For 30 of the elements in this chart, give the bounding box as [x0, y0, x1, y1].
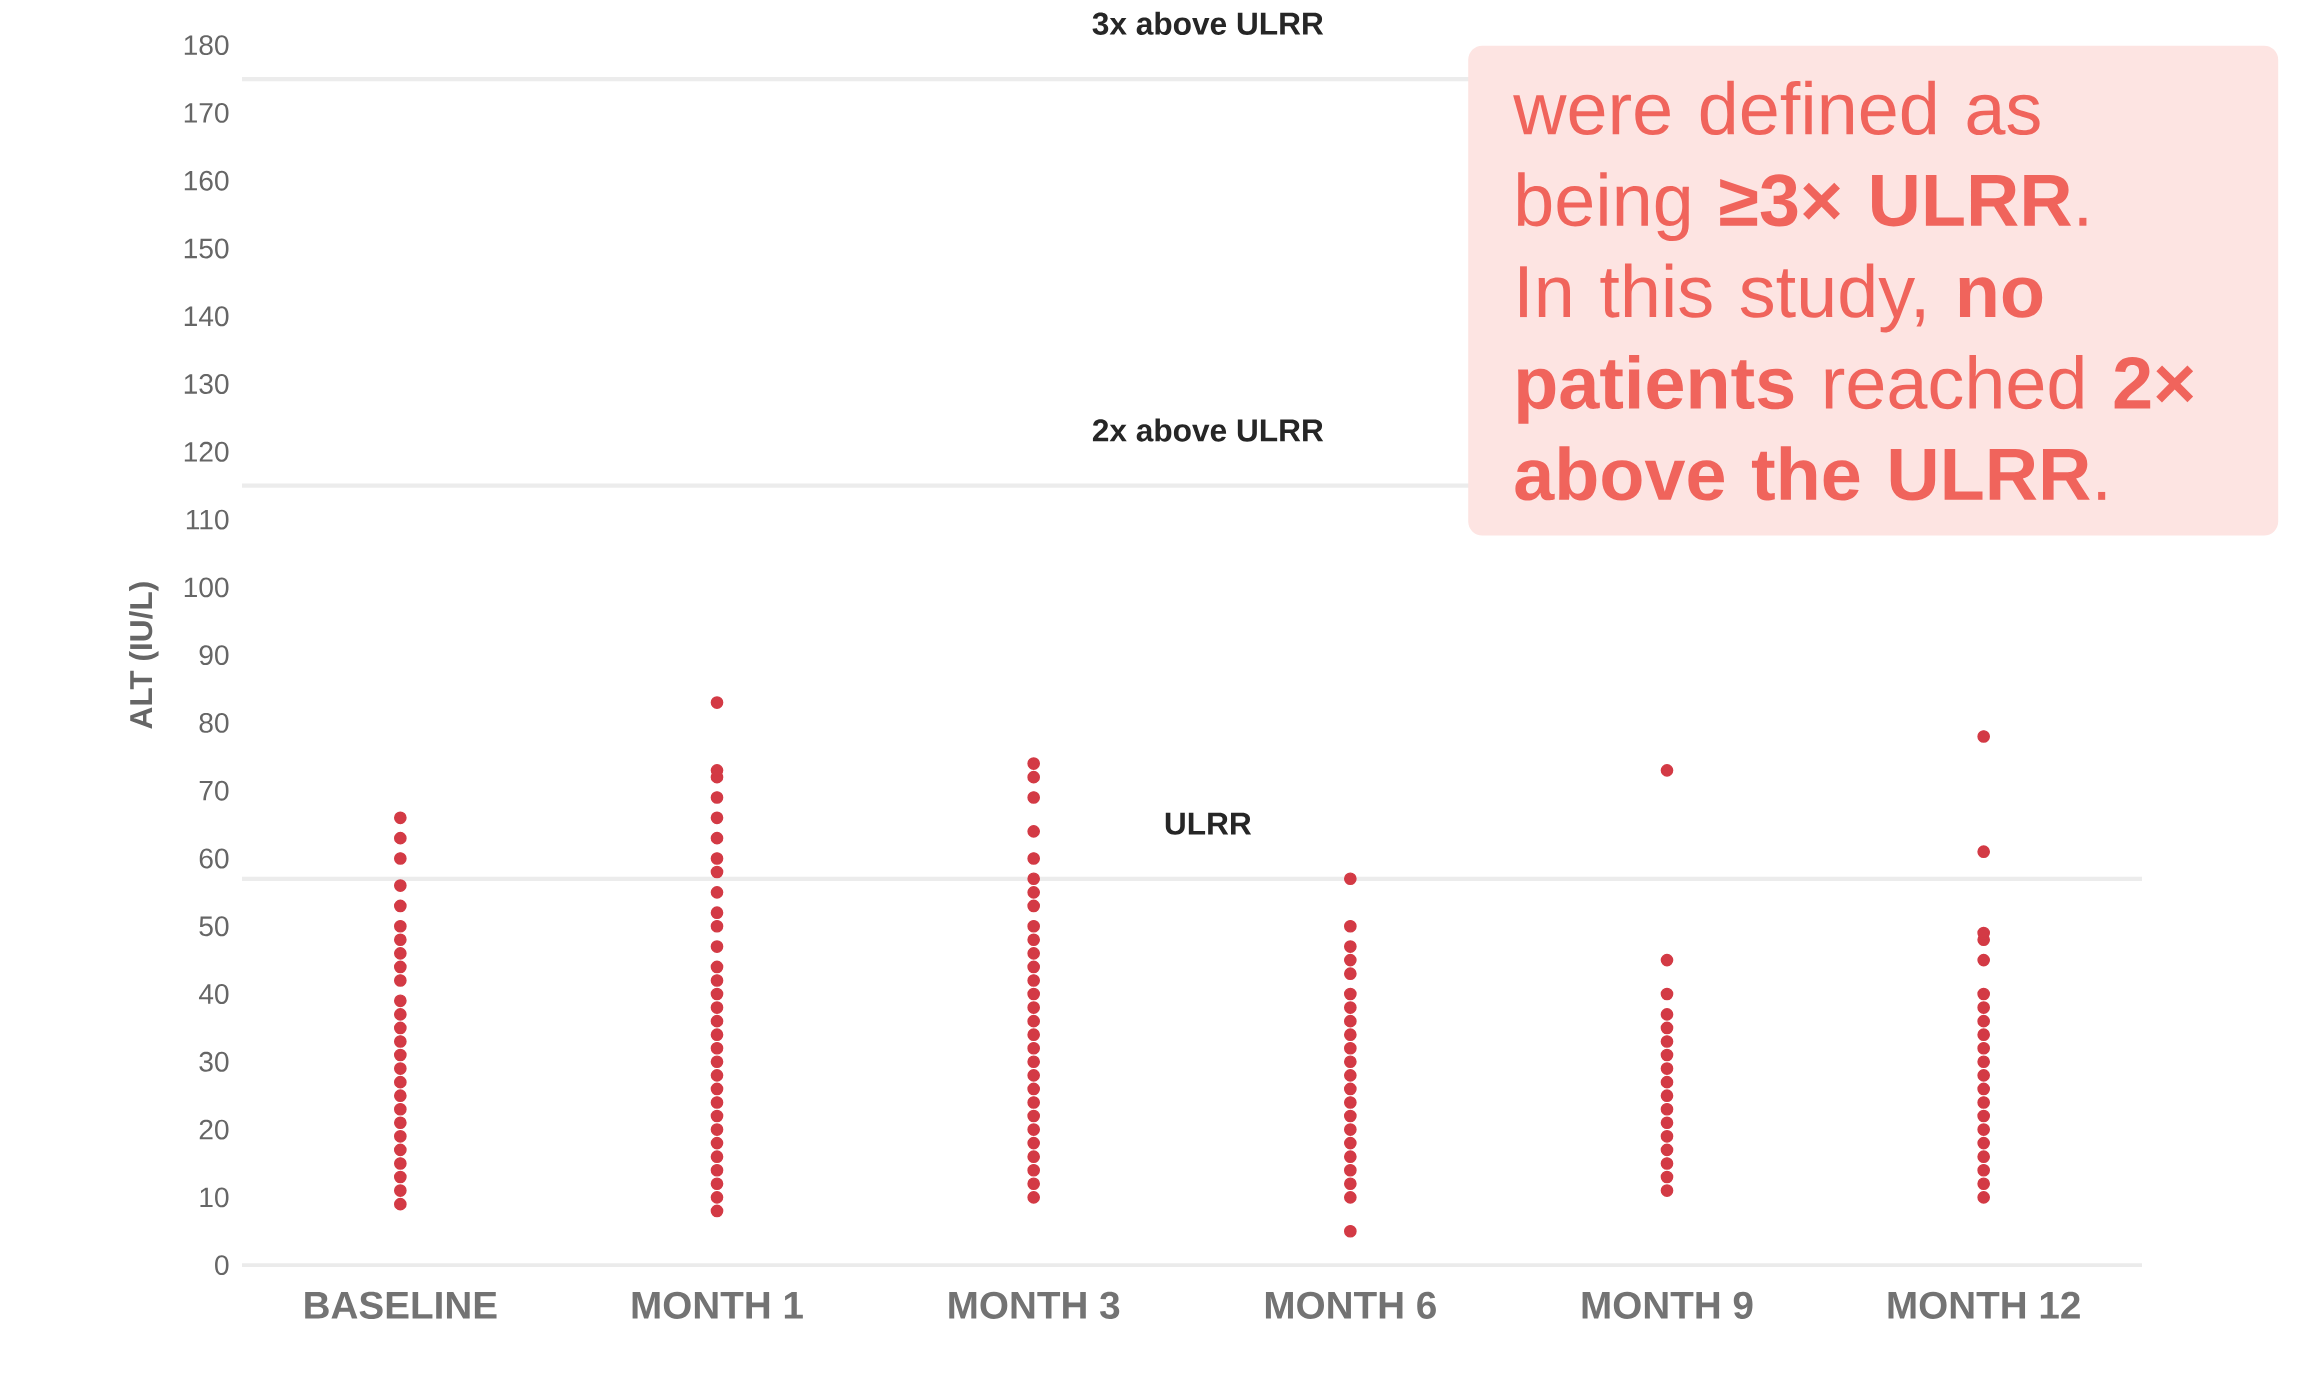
y-tick-label: 110 [186, 509, 229, 530]
y-tick-label: 40 [198, 984, 229, 1004]
text: were defined as being ≥3× ULRR. In this study, no patients reached 2× above the ULRR. [1513, 80, 2194, 501]
y-tick-label: 180 [184, 35, 229, 56]
y-tick-label: 90 [199, 645, 229, 666]
y-tick-label: 100 [184, 577, 229, 598]
x-tick-label: MONTH 1 [632, 1291, 803, 1319]
y-tick-label: 160 [184, 170, 229, 191]
y-tick-label: 120 [184, 441, 229, 462]
ref-line-label: ULRR [1165, 812, 1252, 835]
x-tick-label: MONTH 3 [949, 1291, 1120, 1319]
ref-line-label: 3x above ULRR [1092, 11, 1324, 35]
y-tick-label: 60 [199, 848, 229, 869]
y-tick-label: 150 [184, 238, 229, 259]
y-tick-label: 10 [200, 1187, 229, 1208]
y-tick-label: 70 [199, 780, 229, 801]
y-tick-label: 50 [199, 916, 229, 937]
ref-line-label: 2x above ULRR [1092, 418, 1324, 442]
x-tick-label: BASELINE [305, 1291, 497, 1319]
y-axis-title: ALT (IU/L) [129, 582, 159, 729]
y-tick-label: 30 [199, 1051, 229, 1072]
y-tick-label: 130 [184, 374, 229, 394]
x-tick-label: MONTH 9 [1582, 1291, 1753, 1319]
y-tick-label: 80 [199, 712, 229, 733]
x-tick-label: MONTH 6 [1265, 1291, 1436, 1319]
y-tick-label: 0 [215, 1255, 229, 1276]
y-tick-label: 170 [184, 102, 229, 123]
y-tick-label: 20 [199, 1119, 229, 1140]
y-tick-label: 140 [184, 306, 229, 327]
x-tick-label: MONTH 12 [1888, 1291, 2080, 1319]
